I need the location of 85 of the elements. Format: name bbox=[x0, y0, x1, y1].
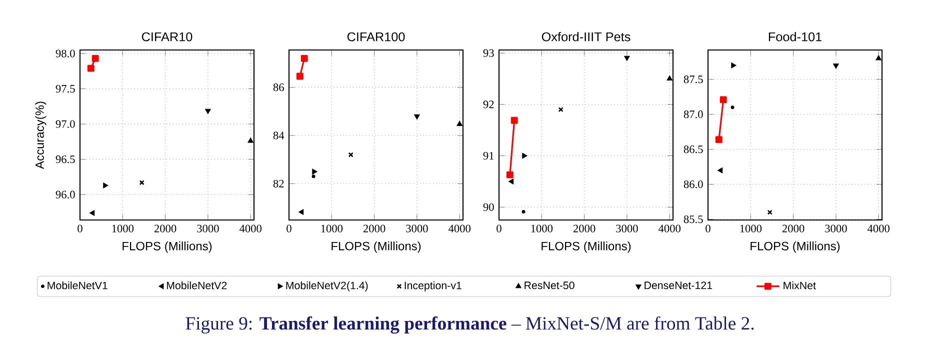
y-tick-label: 92 bbox=[483, 100, 494, 108]
point bbox=[298, 209, 304, 215]
x-tick-label: 3000 bbox=[825, 224, 847, 232]
y-tick-label: 87.0 bbox=[684, 110, 703, 118]
point bbox=[312, 174, 316, 178]
x-tick-label: 2000 bbox=[573, 224, 596, 232]
point bbox=[730, 106, 734, 110]
x-tick-label: 1000 bbox=[112, 224, 134, 232]
x-axis-title: FLOPS (Millions) bbox=[122, 242, 212, 253]
point bbox=[510, 116, 518, 124]
x-tick-label: 0 bbox=[706, 224, 710, 232]
point bbox=[456, 120, 463, 126]
point bbox=[720, 96, 727, 104]
x-tick-label: 4000 bbox=[448, 224, 470, 232]
y-tick-label: 96.5 bbox=[56, 156, 75, 164]
x-axis-title: FLOPS (Millions) bbox=[332, 242, 421, 253]
point bbox=[731, 62, 736, 68]
x-tick-label: 0 bbox=[286, 224, 292, 232]
x-tick-label: 3000 bbox=[406, 224, 428, 232]
point bbox=[715, 136, 722, 144]
x-tick-label: 2000 bbox=[782, 224, 804, 232]
point bbox=[89, 210, 95, 216]
point bbox=[312, 168, 318, 175]
point bbox=[717, 167, 723, 174]
chart-title: CIFAR10 bbox=[142, 32, 192, 42]
y-axis-title: Accuracy(%) bbox=[35, 102, 46, 169]
x-axis-title: FLOPS (Millions) bbox=[542, 242, 631, 253]
point bbox=[296, 72, 304, 80]
x-tick-label: 4000 bbox=[868, 224, 890, 232]
chart-title: Food-101 bbox=[768, 32, 822, 42]
chart-title: Oxford-IIIT Pets bbox=[542, 32, 630, 42]
y-tick-label: 86.0 bbox=[684, 180, 703, 188]
x-tick-label: 3000 bbox=[616, 224, 638, 232]
point bbox=[558, 107, 564, 112]
point bbox=[666, 75, 673, 81]
y-tick-label: 97.5 bbox=[56, 84, 75, 93]
point bbox=[103, 182, 108, 188]
legend-label: MixNet bbox=[784, 281, 816, 290]
x-tick-label: 2000 bbox=[154, 224, 176, 232]
y-tick-label: 91 bbox=[483, 152, 494, 160]
x-tick-label: 0 bbox=[496, 224, 502, 232]
y-tick-label: 84 bbox=[273, 132, 284, 140]
legend-label: ResNet-50 bbox=[524, 282, 574, 290]
point bbox=[92, 54, 99, 62]
x-axis-title: FLOPS (Millions) bbox=[750, 242, 840, 253]
point bbox=[300, 54, 308, 62]
y-tick-label: 82 bbox=[273, 180, 284, 188]
y-tick-label: 98.0 bbox=[56, 50, 75, 58]
y-tick-label: 93 bbox=[483, 49, 494, 57]
y-tick-label: 97.0 bbox=[56, 120, 75, 128]
point bbox=[508, 178, 514, 184]
point bbox=[139, 180, 144, 186]
x-tick-label: 1000 bbox=[740, 224, 762, 232]
caption: Figure 9: Transfer learning performance – MixNet-S/M are from Table 2. bbox=[186, 316, 754, 334]
y-tick-label: 86.5 bbox=[684, 146, 703, 154]
y-tick-label: 87.5 bbox=[684, 76, 703, 84]
point bbox=[876, 55, 882, 60]
point bbox=[205, 108, 211, 114]
x-tick-label: 4000 bbox=[658, 224, 680, 232]
legend-label: MobileNetV2 bbox=[166, 281, 227, 290]
y-tick-label: 86 bbox=[273, 84, 284, 92]
y-tick-label: 90 bbox=[483, 203, 494, 211]
y-tick-label: 96.0 bbox=[56, 190, 75, 198]
point bbox=[767, 210, 772, 215]
legend-label: MobileNetV1 bbox=[48, 281, 108, 290]
x-tick-label: 1000 bbox=[531, 224, 553, 232]
legend-label: DenseNet-121 bbox=[644, 282, 712, 290]
x-tick-label: 0 bbox=[78, 224, 82, 232]
x-tick-label: 2000 bbox=[363, 224, 386, 232]
point bbox=[414, 114, 420, 120]
chart-title: CIFAR100 bbox=[347, 32, 405, 42]
point bbox=[833, 64, 839, 69]
point bbox=[522, 152, 528, 159]
point bbox=[506, 171, 514, 178]
y-tick-label: 85.5 bbox=[684, 215, 703, 224]
point bbox=[624, 56, 630, 62]
point bbox=[87, 64, 94, 72]
x-tick-label: 3000 bbox=[197, 224, 219, 232]
legend-label: MobileNetV2(1.4) bbox=[286, 281, 368, 292]
legend-label: Inception-v1 bbox=[404, 281, 462, 292]
point bbox=[522, 210, 526, 214]
x-tick-label: 4000 bbox=[239, 224, 262, 232]
point bbox=[248, 138, 254, 143]
x-tick-label: 1000 bbox=[321, 224, 343, 232]
point bbox=[348, 152, 354, 158]
